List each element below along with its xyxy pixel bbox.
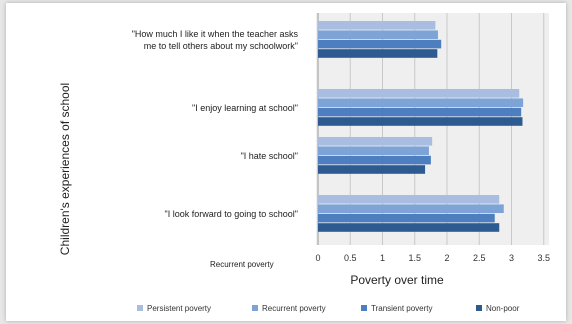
bar [318,155,431,165]
bar [318,107,522,117]
x-axis-title: Poverty over time [350,273,444,287]
x-tick-labels: 0 0.5 1 1.5 2 2.5 3 3.5 [315,253,550,263]
bar [318,204,504,213]
bar [318,223,500,232]
legend-label: Transient poverty [371,304,433,313]
category-label: "How much I like it when the teacher ask… [132,29,299,39]
legend-swatch [137,305,143,311]
bar [318,213,495,223]
chart-frame: "How much I like it when the teacher ask… [6,3,566,321]
bar [318,49,438,58]
bar [318,39,442,49]
bar [318,21,436,30]
legend-label: Persistent poverty [147,304,211,313]
legend-swatch [476,305,482,311]
x-tick-label: 3.5 [537,253,550,263]
legend-swatch [252,305,258,311]
chart-annotation: Recurrent poverty [210,260,274,269]
category-label: "I look forward to going to school" [165,209,298,219]
category-labels: "How much I like it when the teacher ask… [132,29,299,219]
legend-label: Recurrent poverty [262,304,326,313]
bars [318,21,524,232]
category-label: "I hate school" [241,151,298,161]
category-label: me to tell others about my schoolwork" [144,41,298,51]
category-label: "I enjoy learning at school" [192,103,298,113]
y-axis-title: Children's experiences of school [58,83,72,255]
x-tick-label: 2.5 [473,253,486,263]
x-tick-label: 2 [444,253,449,263]
bar [318,137,433,146]
bar [318,117,523,126]
bar [318,195,500,204]
bar-chart: "How much I like it when the teacher ask… [6,3,566,321]
legend-swatch [361,305,367,311]
x-tick-label: 3 [509,253,514,263]
bar [318,30,438,39]
x-tick-label: 0 [315,253,320,263]
bar [318,98,524,107]
legend-label: Non-poor [486,304,520,313]
bar [318,89,520,98]
x-tick-label: 1.5 [408,253,421,263]
x-tick-label: 1 [380,253,385,263]
bar [318,165,426,174]
legend: Persistent poverty Recurrent poverty Trans… [137,304,520,313]
bar [318,146,429,155]
x-tick-label: 0.5 [344,253,357,263]
